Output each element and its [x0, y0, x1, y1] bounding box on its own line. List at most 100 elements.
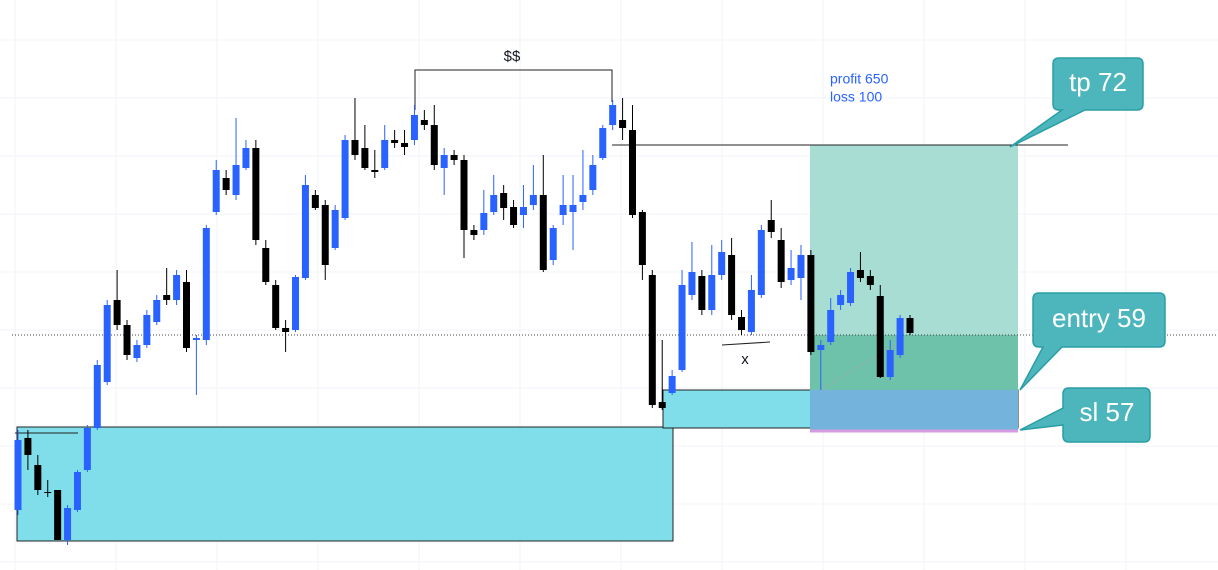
candle-body: [311, 195, 319, 208]
candle-body: [64, 508, 72, 540]
candle-body: [866, 276, 874, 285]
candle-body: [529, 195, 537, 205]
candles: [14, 98, 914, 545]
candle-body: [282, 328, 290, 332]
marker-label: x: [741, 351, 749, 368]
candle-body: [688, 272, 696, 295]
candle-body: [619, 120, 627, 128]
candle-body: [232, 165, 240, 195]
candle-body: [777, 240, 785, 282]
candle-body: [242, 148, 250, 168]
candle-body: [510, 207, 518, 225]
candle-body: [410, 115, 418, 140]
candle-body: [589, 165, 597, 190]
loss-zone: [810, 390, 1018, 430]
candle-body: [252, 148, 260, 240]
candle-body: [292, 277, 300, 330]
candle-body: [876, 296, 884, 377]
candle-body: [113, 300, 121, 325]
candle-body: [480, 213, 488, 230]
candle-body: [906, 318, 914, 333]
candle-body: [579, 195, 587, 202]
candle-body: [668, 376, 676, 393]
candle-body: [262, 248, 270, 282]
candle-body: [559, 205, 567, 215]
candle-body: [143, 315, 151, 345]
candle-body: [500, 193, 508, 208]
tp-label: tp 72: [1069, 67, 1127, 97]
candle-body: [847, 272, 855, 303]
sl-callout: [1019, 387, 1151, 443]
candle-body: [133, 345, 141, 358]
candle-body: [470, 230, 478, 235]
candle-body: [123, 325, 131, 355]
bracket-label: $$: [504, 48, 521, 65]
candle-body: [153, 300, 161, 322]
candle-body: [371, 170, 379, 172]
candle-body: [272, 285, 280, 328]
candle-body: [222, 178, 230, 190]
candle-body: [192, 338, 200, 340]
candle-body: [787, 268, 795, 280]
candle-body: [807, 255, 815, 352]
candle-body: [420, 120, 428, 125]
candle-body: [708, 275, 716, 310]
candle-body: [638, 212, 646, 265]
candle-body: [628, 130, 636, 215]
candle-body: [896, 318, 904, 355]
loss-note: loss 100: [830, 89, 882, 105]
demand-zone: [16, 426, 674, 542]
candle-body: [519, 207, 527, 215]
candle-body: [83, 428, 91, 470]
candle-body: [757, 230, 765, 295]
candle-body: [678, 285, 686, 370]
candle-body: [341, 140, 349, 218]
candle-body: [539, 195, 547, 270]
candle-body: [401, 143, 409, 147]
candle-body: [182, 282, 190, 348]
candle-body: [856, 270, 864, 278]
liquidity-bracket: [414, 69, 613, 110]
candle-body: [430, 125, 438, 165]
profit-zone-lower: [810, 335, 1018, 390]
candle-body: [331, 210, 339, 248]
candle-body: [361, 148, 369, 168]
candle-body: [103, 305, 111, 382]
candle-body: [698, 276, 706, 310]
candle-body: [391, 140, 399, 143]
candle-body: [728, 255, 736, 315]
candle-body: [490, 195, 498, 212]
candle-body: [212, 170, 220, 212]
entry-label: entry 59: [1052, 303, 1146, 333]
candle-body: [202, 228, 210, 340]
candle-body: [648, 275, 656, 405]
candle-body: [827, 310, 835, 342]
candle-body: [381, 140, 389, 168]
candle-body: [321, 205, 329, 265]
candle-body: [173, 275, 181, 300]
profit-note: profit 650: [830, 71, 889, 87]
candle-body: [54, 490, 62, 540]
candle-body: [34, 465, 42, 490]
candle-body: [93, 365, 101, 428]
candle-body: [767, 220, 775, 232]
candle-body: [73, 472, 81, 510]
candle-body: [549, 228, 557, 260]
candle-body: [658, 402, 666, 408]
candle-body: [569, 205, 577, 212]
candle-body: [163, 295, 171, 300]
candle-body: [599, 128, 607, 158]
candle-body: [837, 295, 845, 305]
candle-body: [797, 255, 805, 278]
candle-body: [301, 185, 309, 278]
candle-body: [351, 140, 359, 155]
entry-callout: [1019, 292, 1166, 391]
candle-body: [886, 350, 894, 377]
candle-body: [738, 317, 746, 330]
candle-body: [440, 155, 448, 168]
candle-body: [718, 252, 726, 275]
candle-body: [609, 105, 617, 125]
candle-body: [14, 440, 22, 510]
